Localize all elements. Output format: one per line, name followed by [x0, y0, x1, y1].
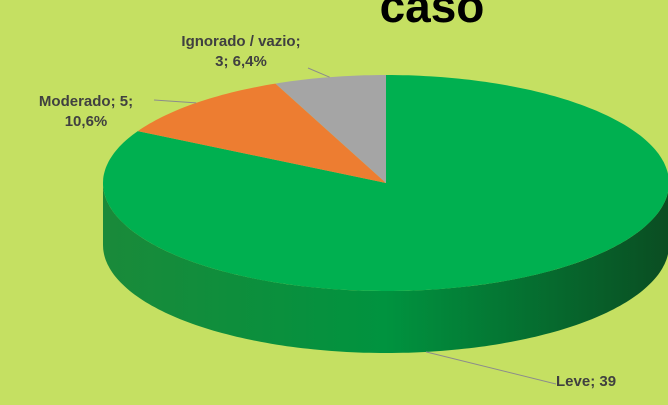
slice-side: [103, 183, 668, 353]
slice: [275, 75, 386, 183]
leader-line: [307, 67, 330, 78]
chart-title: caso: [380, 0, 485, 32]
data-label: Leve; 39: [556, 373, 617, 390]
slice: [103, 75, 668, 291]
data-label: Ignorado / vazio; 3; 6,4%: [181, 33, 301, 70]
data-label: Moderado; 5; 10,6%: [38, 93, 134, 130]
leader-line: [153, 99, 197, 104]
leader-line: [425, 351, 557, 385]
slice: [137, 83, 386, 183]
